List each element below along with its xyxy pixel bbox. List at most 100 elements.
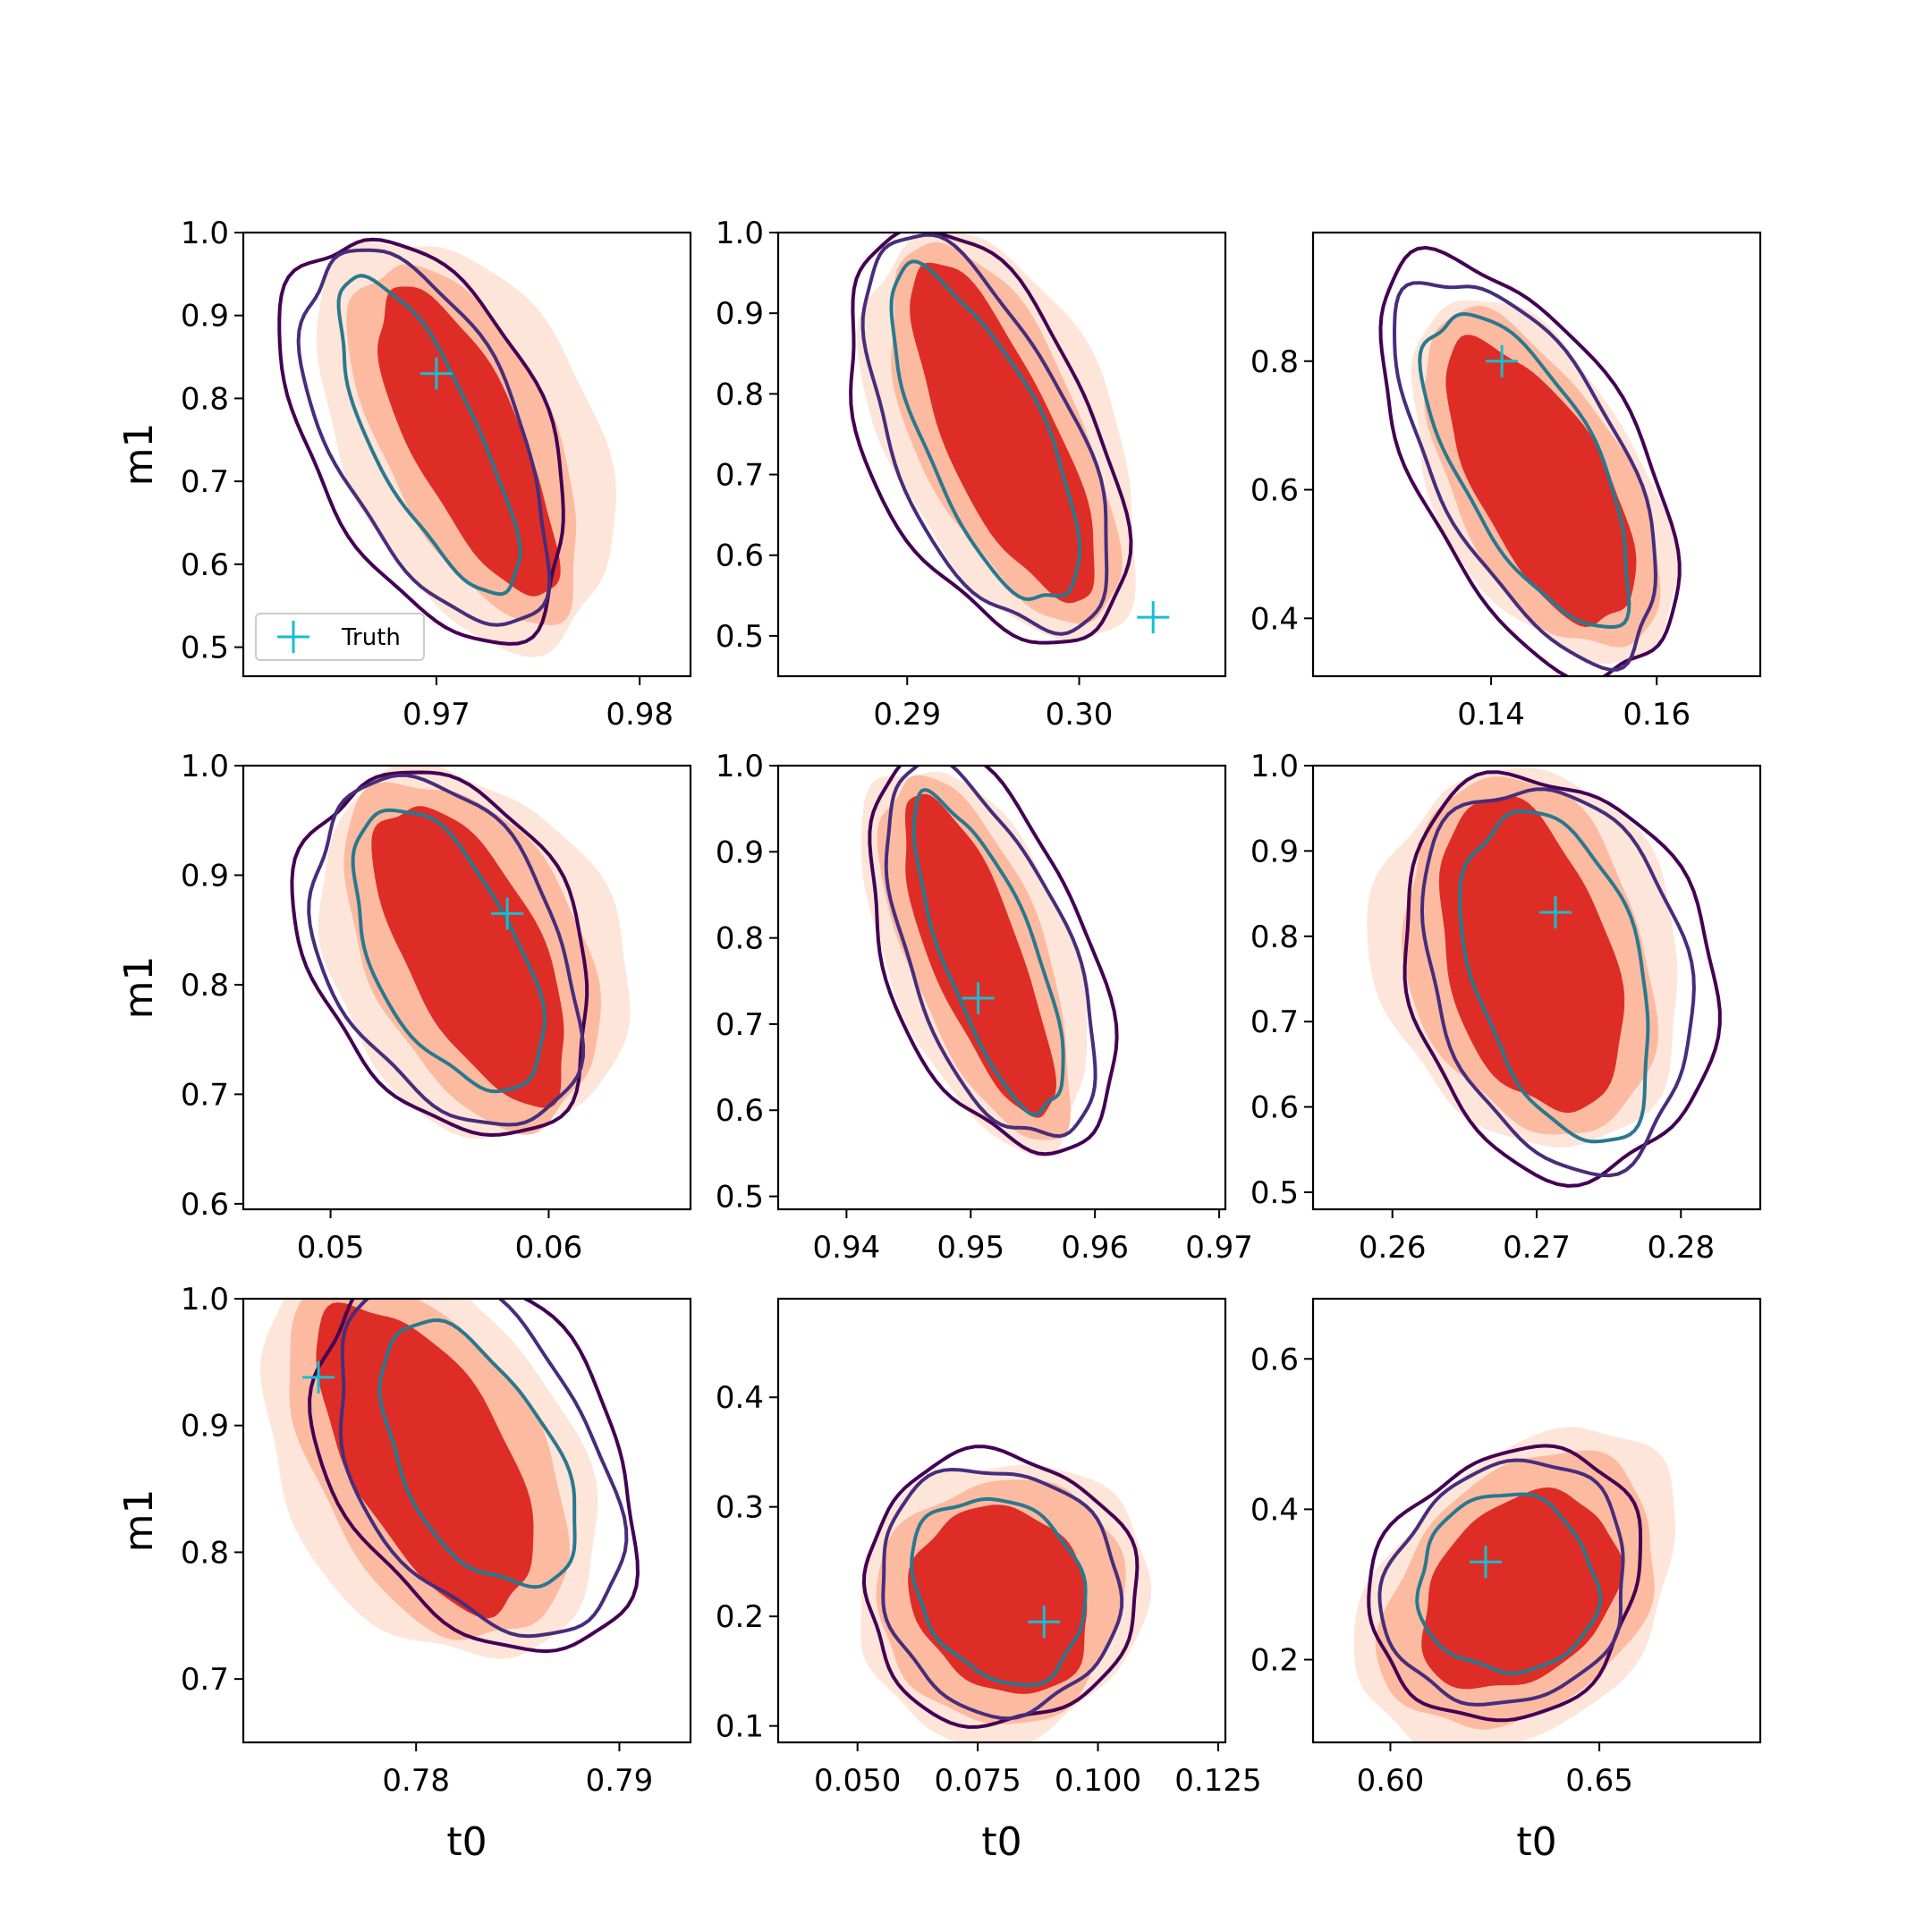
filled-contour-inner: [1438, 796, 1625, 1114]
y-axis-label: m1: [116, 956, 162, 1020]
y-tick-label: 0.5: [716, 1180, 764, 1216]
y-tick-label: 0.8: [1250, 344, 1299, 380]
x-tick-label: 0.28: [1647, 1230, 1715, 1266]
line-contour-inner: [336, 274, 522, 597]
axes-frame: [242, 1297, 692, 1744]
panel-7: 0.78 0.79 0.7 0.8 0.9 1.0 m1 t0: [116, 1282, 692, 1865]
y-tick-label: 0.4: [1250, 1492, 1299, 1528]
line-contour-outer: [308, 1299, 640, 1654]
x-tick-label: 0.26: [1359, 1230, 1427, 1266]
y-tick-label: 0.9: [181, 299, 229, 335]
line-contour-outer: [849, 233, 1133, 645]
x-axis-label: t0: [981, 1819, 1021, 1865]
filled-contour-inner: [910, 262, 1095, 604]
line-contour-inner: [911, 787, 1065, 1117]
line-contour-mid: [860, 233, 1109, 636]
filled-contour-inner: [1445, 335, 1637, 627]
x-tick-label: 0.075: [934, 1763, 1021, 1799]
line-contour-mid: [881, 1467, 1124, 1721]
truth-marker: [1469, 1546, 1502, 1579]
line-contour-mid: [1419, 787, 1696, 1178]
axes-frame: [776, 231, 1227, 678]
x-tick-label: 0.05: [297, 1230, 365, 1266]
y-tick-label: 0.9: [716, 296, 764, 332]
axes-frame: [1311, 231, 1762, 678]
x-axis-label: t0: [446, 1819, 487, 1865]
x-tick-label: 0.050: [814, 1763, 901, 1799]
line-contour-mid: [307, 773, 586, 1127]
truth-marker: [1486, 344, 1519, 377]
axes-frame: [776, 1297, 1227, 1744]
line-contour-outer: [1402, 770, 1722, 1188]
y-tick-label: 0.6: [181, 1187, 229, 1223]
y-tick-label: 0.7: [181, 1077, 229, 1113]
y-tick-label: 0.8: [1250, 919, 1299, 955]
y-tick-label: 0.7: [1250, 1004, 1299, 1040]
line-contour-mid: [338, 1299, 629, 1639]
legend-label: Truth: [341, 624, 401, 651]
y-axis-label: m1: [116, 423, 162, 487]
x-tick-label: 0.78: [382, 1763, 450, 1799]
legend-box: [255, 613, 425, 661]
y-tick-label: 0.4: [716, 1380, 764, 1416]
y-tick-label: 0.5: [1250, 1175, 1299, 1211]
filled-contour-inner: [908, 1504, 1088, 1694]
x-tick-label: 0.79: [586, 1763, 654, 1799]
y-axis-label: m1: [116, 1489, 162, 1553]
axes-frame: [242, 231, 692, 678]
plot-area: [860, 1445, 1152, 1742]
line-contour-mid: [1392, 281, 1658, 672]
plot-area: [1378, 245, 1682, 676]
truth-marker: [491, 897, 524, 930]
line-contour-outer: [1367, 1444, 1643, 1723]
y-tick-label: 0.9: [181, 1409, 229, 1445]
x-tick-label: 0.27: [1503, 1230, 1571, 1266]
x-tick-label: 0.96: [1061, 1230, 1129, 1266]
y-tick-label: 0.5: [181, 631, 229, 666]
x-tick-label: 0.29: [873, 697, 941, 733]
panel-1: 0.97 0.98 0.5 0.6 0.7 0.8 0.9 1.0 m1 Truth: [116, 216, 692, 733]
truth-marker: [1028, 1606, 1061, 1639]
x-tick-label: 0.16: [1623, 697, 1690, 733]
panel-4: 0.05 0.06 0.6 0.7 0.8 0.9 1.0 m1: [116, 749, 692, 1266]
y-tick-label: 0.6: [1250, 1090, 1299, 1126]
plot-area: [259, 1299, 640, 1659]
line-contour-inner: [1457, 809, 1650, 1144]
y-tick-label: 0.5: [716, 619, 764, 655]
panel-3: 0.14 0.16 0.4 0.6 0.8: [1250, 231, 1762, 733]
line-contour-inner: [1415, 1492, 1603, 1675]
x-tick-label: 0.06: [515, 1230, 583, 1266]
x-tick-label: 0.100: [1055, 1763, 1141, 1799]
y-tick-label: 0.7: [181, 1662, 229, 1698]
y-tick-label: 0.6: [1250, 473, 1299, 509]
x-tick-label: 0.14: [1457, 697, 1525, 733]
panel-2: 0.29 0.30 0.5 0.6 0.7 0.8 0.9 1.0: [716, 216, 1227, 733]
truth-marker: [302, 1360, 335, 1394]
y-tick-label: 0.7: [181, 464, 229, 500]
y-tick-label: 0.8: [181, 381, 229, 417]
y-tick-label: 0.2: [716, 1599, 764, 1635]
y-tick-label: 0.6: [716, 538, 764, 574]
y-tick-label: 1.0: [716, 216, 764, 251]
panel-5: 0.94 0.95 0.96 0.97 0.5 0.6 0.7 0.8 0.9 1.0: [716, 749, 1253, 1266]
line-contour-inner: [351, 808, 547, 1094]
y-tick-label: 1.0: [716, 749, 764, 784]
x-tick-label: 0.94: [813, 1230, 881, 1266]
y-tick-label: 0.8: [716, 377, 764, 412]
y-tick-label: 0.9: [1250, 834, 1299, 869]
y-tick-label: 0.7: [716, 458, 764, 494]
line-contour-inner: [377, 1318, 577, 1589]
filled-contour-inner: [904, 793, 1056, 1118]
axes-frame: [776, 764, 1227, 1211]
y-tick-label: 0.2: [1250, 1643, 1299, 1679]
x-axis-label: t0: [1516, 1819, 1556, 1865]
y-tick-label: 1.0: [181, 1282, 229, 1318]
line-contour-mid: [1377, 1458, 1625, 1707]
x-tick-label: 0.60: [1357, 1763, 1425, 1799]
x-tick-label: 0.98: [606, 697, 674, 733]
line-contour-mid: [296, 248, 552, 627]
y-tick-label: 0.8: [181, 968, 229, 1004]
y-tick-label: 1.0: [181, 216, 229, 251]
line-contour-outer: [1378, 245, 1682, 676]
